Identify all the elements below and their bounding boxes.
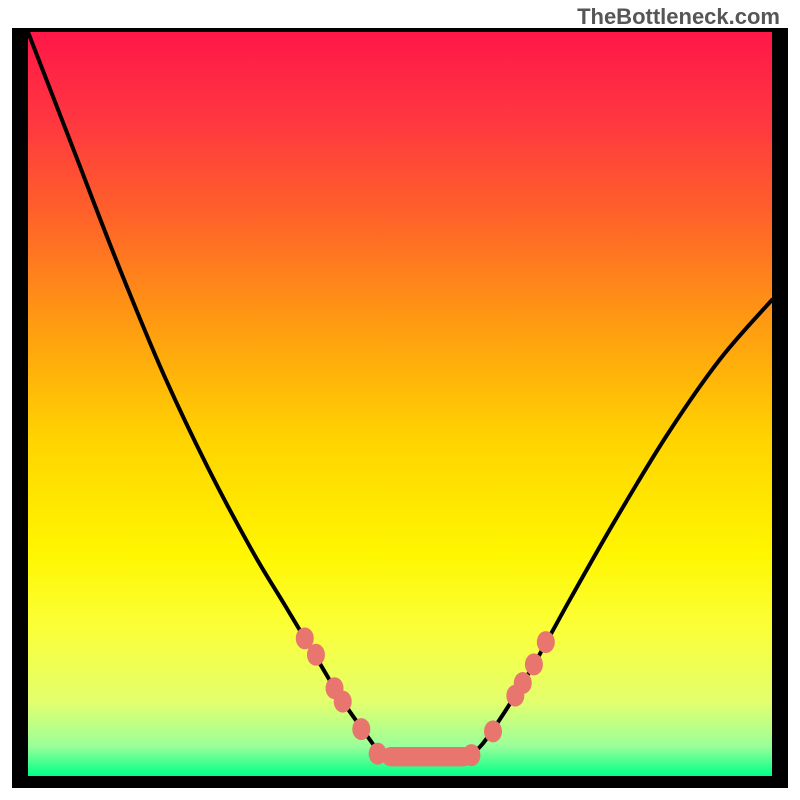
gradient-background xyxy=(28,32,772,776)
flat-bottom-marker xyxy=(381,747,473,766)
data-marker xyxy=(537,631,555,653)
data-marker xyxy=(369,743,387,765)
data-marker xyxy=(525,653,543,675)
data-marker xyxy=(307,644,325,666)
data-marker xyxy=(334,691,352,713)
data-marker xyxy=(462,744,480,766)
data-marker xyxy=(484,720,502,742)
data-marker xyxy=(352,718,370,740)
watermark-text: TheBottleneck.com xyxy=(577,4,780,30)
bottleneck-chart xyxy=(0,0,800,800)
data-marker xyxy=(514,672,532,694)
